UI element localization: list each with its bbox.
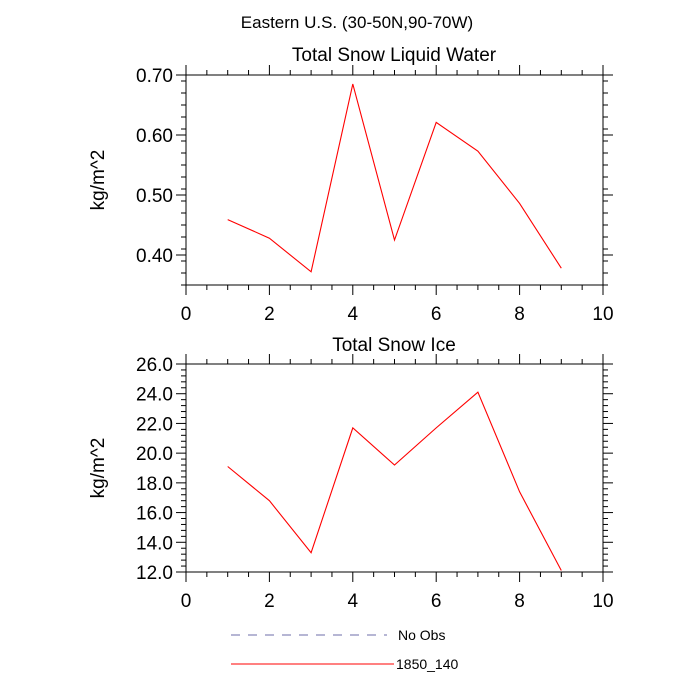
y-tick-label: 14.0 [136,533,173,554]
y-tick-label: 18.0 [136,474,173,495]
y-tick-label: 16.0 [136,504,173,525]
x-tick-label: 2 [264,304,275,325]
y-tick-label: 20.0 [136,444,173,465]
y-axis-label: kg/m^2 [88,150,109,211]
chart-title: Total Snow Ice [332,335,456,356]
y-tick-label: 24.0 [136,385,173,406]
x-tick-label: 6 [431,591,442,612]
y-tick-label: 22.0 [136,414,173,435]
x-tick-label: 10 [592,591,613,612]
y-tick-label: 0.40 [136,246,173,267]
legend-label-1850-140: 1850_140 [396,656,459,672]
x-tick-label: 2 [264,591,275,612]
x-tick-label: 8 [514,591,525,612]
x-tick-label: 0 [181,591,192,612]
x-tick-label: 4 [348,304,359,325]
x-tick-label: 4 [348,591,359,612]
figure-title: Eastern U.S. (30-50N,90-70W) [241,13,473,32]
chart-title: Total Snow Liquid Water [292,45,497,66]
x-tick-label: 8 [514,304,525,325]
x-tick-label: 0 [181,304,192,325]
y-tick-label: 0.70 [136,66,173,87]
chart-panel-snow-liquid-water: Total Snow Liquid Water kg/m^2 0 2 4 6 8 10 0.… [88,45,614,325]
y-tick-label: 0.60 [136,126,173,147]
y-tick-label: 26.0 [136,355,173,376]
series-line-1850-140 [227,391,562,571]
plot-frame [185,363,604,573]
y-tick-label: 12.0 [136,563,173,584]
y-axis-label: kg/m^2 [88,438,109,499]
plot-frame [185,74,604,286]
x-tick-label: 6 [431,304,442,325]
legend-label-no-obs: No Obs [398,627,445,643]
x-tick-label: 10 [592,304,613,325]
series-line-1850-140 [227,83,562,273]
legend: No Obs 1850_140 [231,627,459,672]
chart-panel-snow-ice: Total Snow Ice kg/m^2 0 2 4 6 8 10 12.0 14.0 16.… [88,335,614,612]
y-tick-label: 0.50 [136,186,173,207]
